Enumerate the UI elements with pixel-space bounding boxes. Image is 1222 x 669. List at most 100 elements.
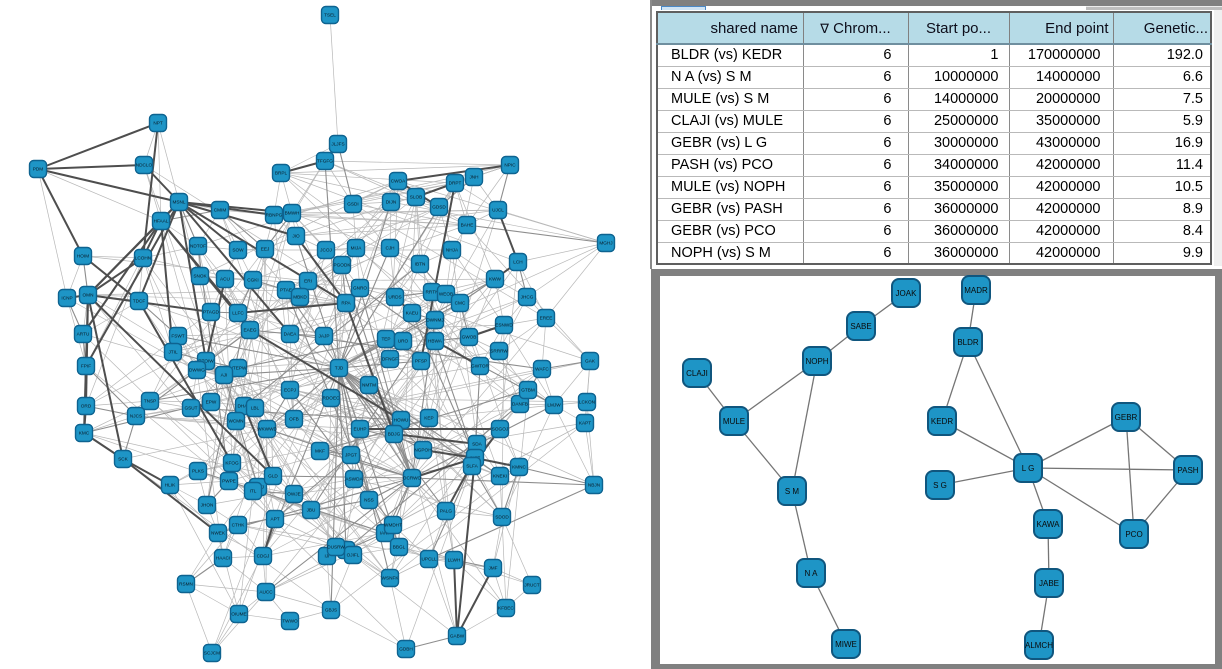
svg-text:ARTU: ARTU [77,332,90,337]
svg-text:PDM: PDM [33,167,44,172]
svg-text:KNEKI: KNEKI [493,474,507,479]
svg-text:LMJW: LMJW [547,403,561,408]
svg-text:BBGL: BBGL [393,545,406,550]
svg-text:SLOB: SLOB [410,195,423,200]
svg-text:ERI: ERI [304,279,312,284]
svg-text:SLFA: SLFA [466,464,478,469]
svg-text:TEP: TEP [381,337,390,342]
svg-text:GLD: GLD [268,474,278,479]
svg-text:DWNMJ: DWNMJ [426,318,443,323]
svg-text:CJH: CJH [385,246,394,251]
svg-text:NSS: NSS [364,498,374,503]
svg-text:GWOB: GWOB [462,335,477,340]
svg-text:CMC: CMC [455,301,466,306]
svg-text:RRTN: RRTN [426,290,439,295]
svg-text:AJI: AJI [221,373,228,378]
svg-text:GSDI: GSDI [347,202,358,207]
svg-text:LCKON: LCKON [579,400,595,405]
svg-text:RSMN: RSMN [179,582,193,587]
svg-text:DANFB: DANFB [512,402,528,407]
svg-text:OCRWO: OCRWO [403,476,422,481]
svg-text:S M: S M [785,487,800,496]
svg-text:GWTOR: GWTOR [471,364,489,369]
svg-text:LLFC: LLFC [232,311,244,316]
svg-text:LLWH: LLWH [448,558,461,563]
svg-text:OFB: OFB [289,417,299,422]
svg-text:HOIM: HOIM [77,254,89,259]
svg-text:PGODK: PGODK [334,263,352,268]
svg-text:UTEPW: UTEPW [230,366,248,371]
svg-text:JOAK: JOAK [896,289,918,298]
svg-text:CLAJI: CLAJI [686,369,708,378]
svg-text:ECPJ: ECPJ [284,388,296,393]
svg-text:PCO: PCO [1125,530,1142,539]
svg-text:GDSD: GDSD [432,205,446,210]
svg-text:CGKI: CGKI [247,278,258,283]
svg-text:OMN: OMN [83,293,94,298]
svg-text:JMF: JMF [488,566,497,571]
svg-text:PTAGD: PTAGD [203,310,219,315]
svg-text:LCH: LCH [513,260,522,265]
svg-text:WMDHT: WMDHT [384,523,402,528]
svg-text:MIJA: MIJA [351,246,363,251]
svg-text:HLIK: HLIK [165,483,176,488]
svg-text:ASWDA: ASWDA [345,477,363,482]
svg-text:KAEU: KAEU [406,311,419,316]
svg-text:TNSP: TNSP [144,399,157,404]
svg-text:GABW: GABW [450,634,465,639]
svg-text:PLKS: PLKS [192,469,204,474]
svg-text:JNH: JNH [469,175,478,180]
svg-text:URDS: URDS [388,295,401,300]
svg-text:KAPT: KAPT [579,421,591,426]
svg-text:JHCG: JHCG [521,295,534,300]
svg-text:ORD: ORD [81,404,92,409]
svg-text:ESNWD: ESNWD [495,323,513,328]
svg-text:HFAAL: HFAAL [154,219,169,224]
svg-text:SCK: SCK [118,457,129,462]
svg-text:MSNL: MSNL [172,200,185,205]
svg-text:EAEG: EAEG [243,328,256,333]
svg-text:DWWG: DWWG [189,368,205,373]
svg-text:KMC: KMC [79,431,90,436]
svg-text:KEP: KEP [424,416,433,421]
svg-text:GNRO: GNRO [353,286,367,291]
svg-text:PALG: PALG [440,509,453,514]
svg-text:DUSRW: DUSRW [327,545,345,550]
svg-text:NGPOH: NGPOH [414,448,431,453]
svg-text:NDCLO: NDCLO [136,163,153,168]
svg-text:TSEL: TSEL [324,13,336,18]
svg-text:RPA: RPA [341,301,351,306]
svg-text:SABE: SABE [850,322,871,331]
svg-text:JRUCT: JRUCT [524,583,539,588]
svg-text:S G: S G [933,481,947,490]
svg-text:DRPT: DRPT [449,181,462,186]
svg-text:GAK: GAK [585,359,596,364]
svg-text:ALMCH: ALMCH [1025,641,1053,650]
svg-text:MKF: MKF [315,449,325,454]
svg-text:EUHP: EUHP [353,427,366,432]
svg-text:WEOB: WEOB [439,292,453,297]
svg-text:EEJ: EEJ [261,247,270,252]
svg-text:CWOA: CWOA [391,179,406,184]
svg-text:SDA: SDA [472,442,483,447]
svg-text:MULE: MULE [723,417,745,426]
svg-text:JTIL: JTIL [168,350,178,355]
svg-text:MGHJ: MGHJ [599,241,612,246]
svg-text:JABE: JABE [1039,579,1059,588]
svg-text:UJCL: UJCL [492,208,504,213]
svg-text:UPCLL: UPCLL [421,557,437,562]
svg-text:PFSP: PFSP [415,359,427,364]
svg-text:KFOG: KFOG [225,461,239,466]
svg-text:NPT: NPT [153,121,163,126]
svg-text:JCOJ: JCOJ [320,248,332,253]
svg-text:HAACI: HAACI [216,556,230,561]
svg-text:LCOHN: LCOHN [135,256,151,261]
svg-text:CMIM: CMIM [214,208,227,213]
svg-text:BAHE: BAHE [461,223,474,228]
svg-text:NHJA: NHJA [446,248,459,253]
svg-text:GTBM: GTBM [521,388,535,393]
svg-text:NBJN: NBJN [588,483,600,488]
svg-text:SCJCM: SCJCM [204,651,220,656]
svg-text:DAEA: DAEA [284,332,298,337]
svg-text:IBTN: IBTN [415,262,426,267]
